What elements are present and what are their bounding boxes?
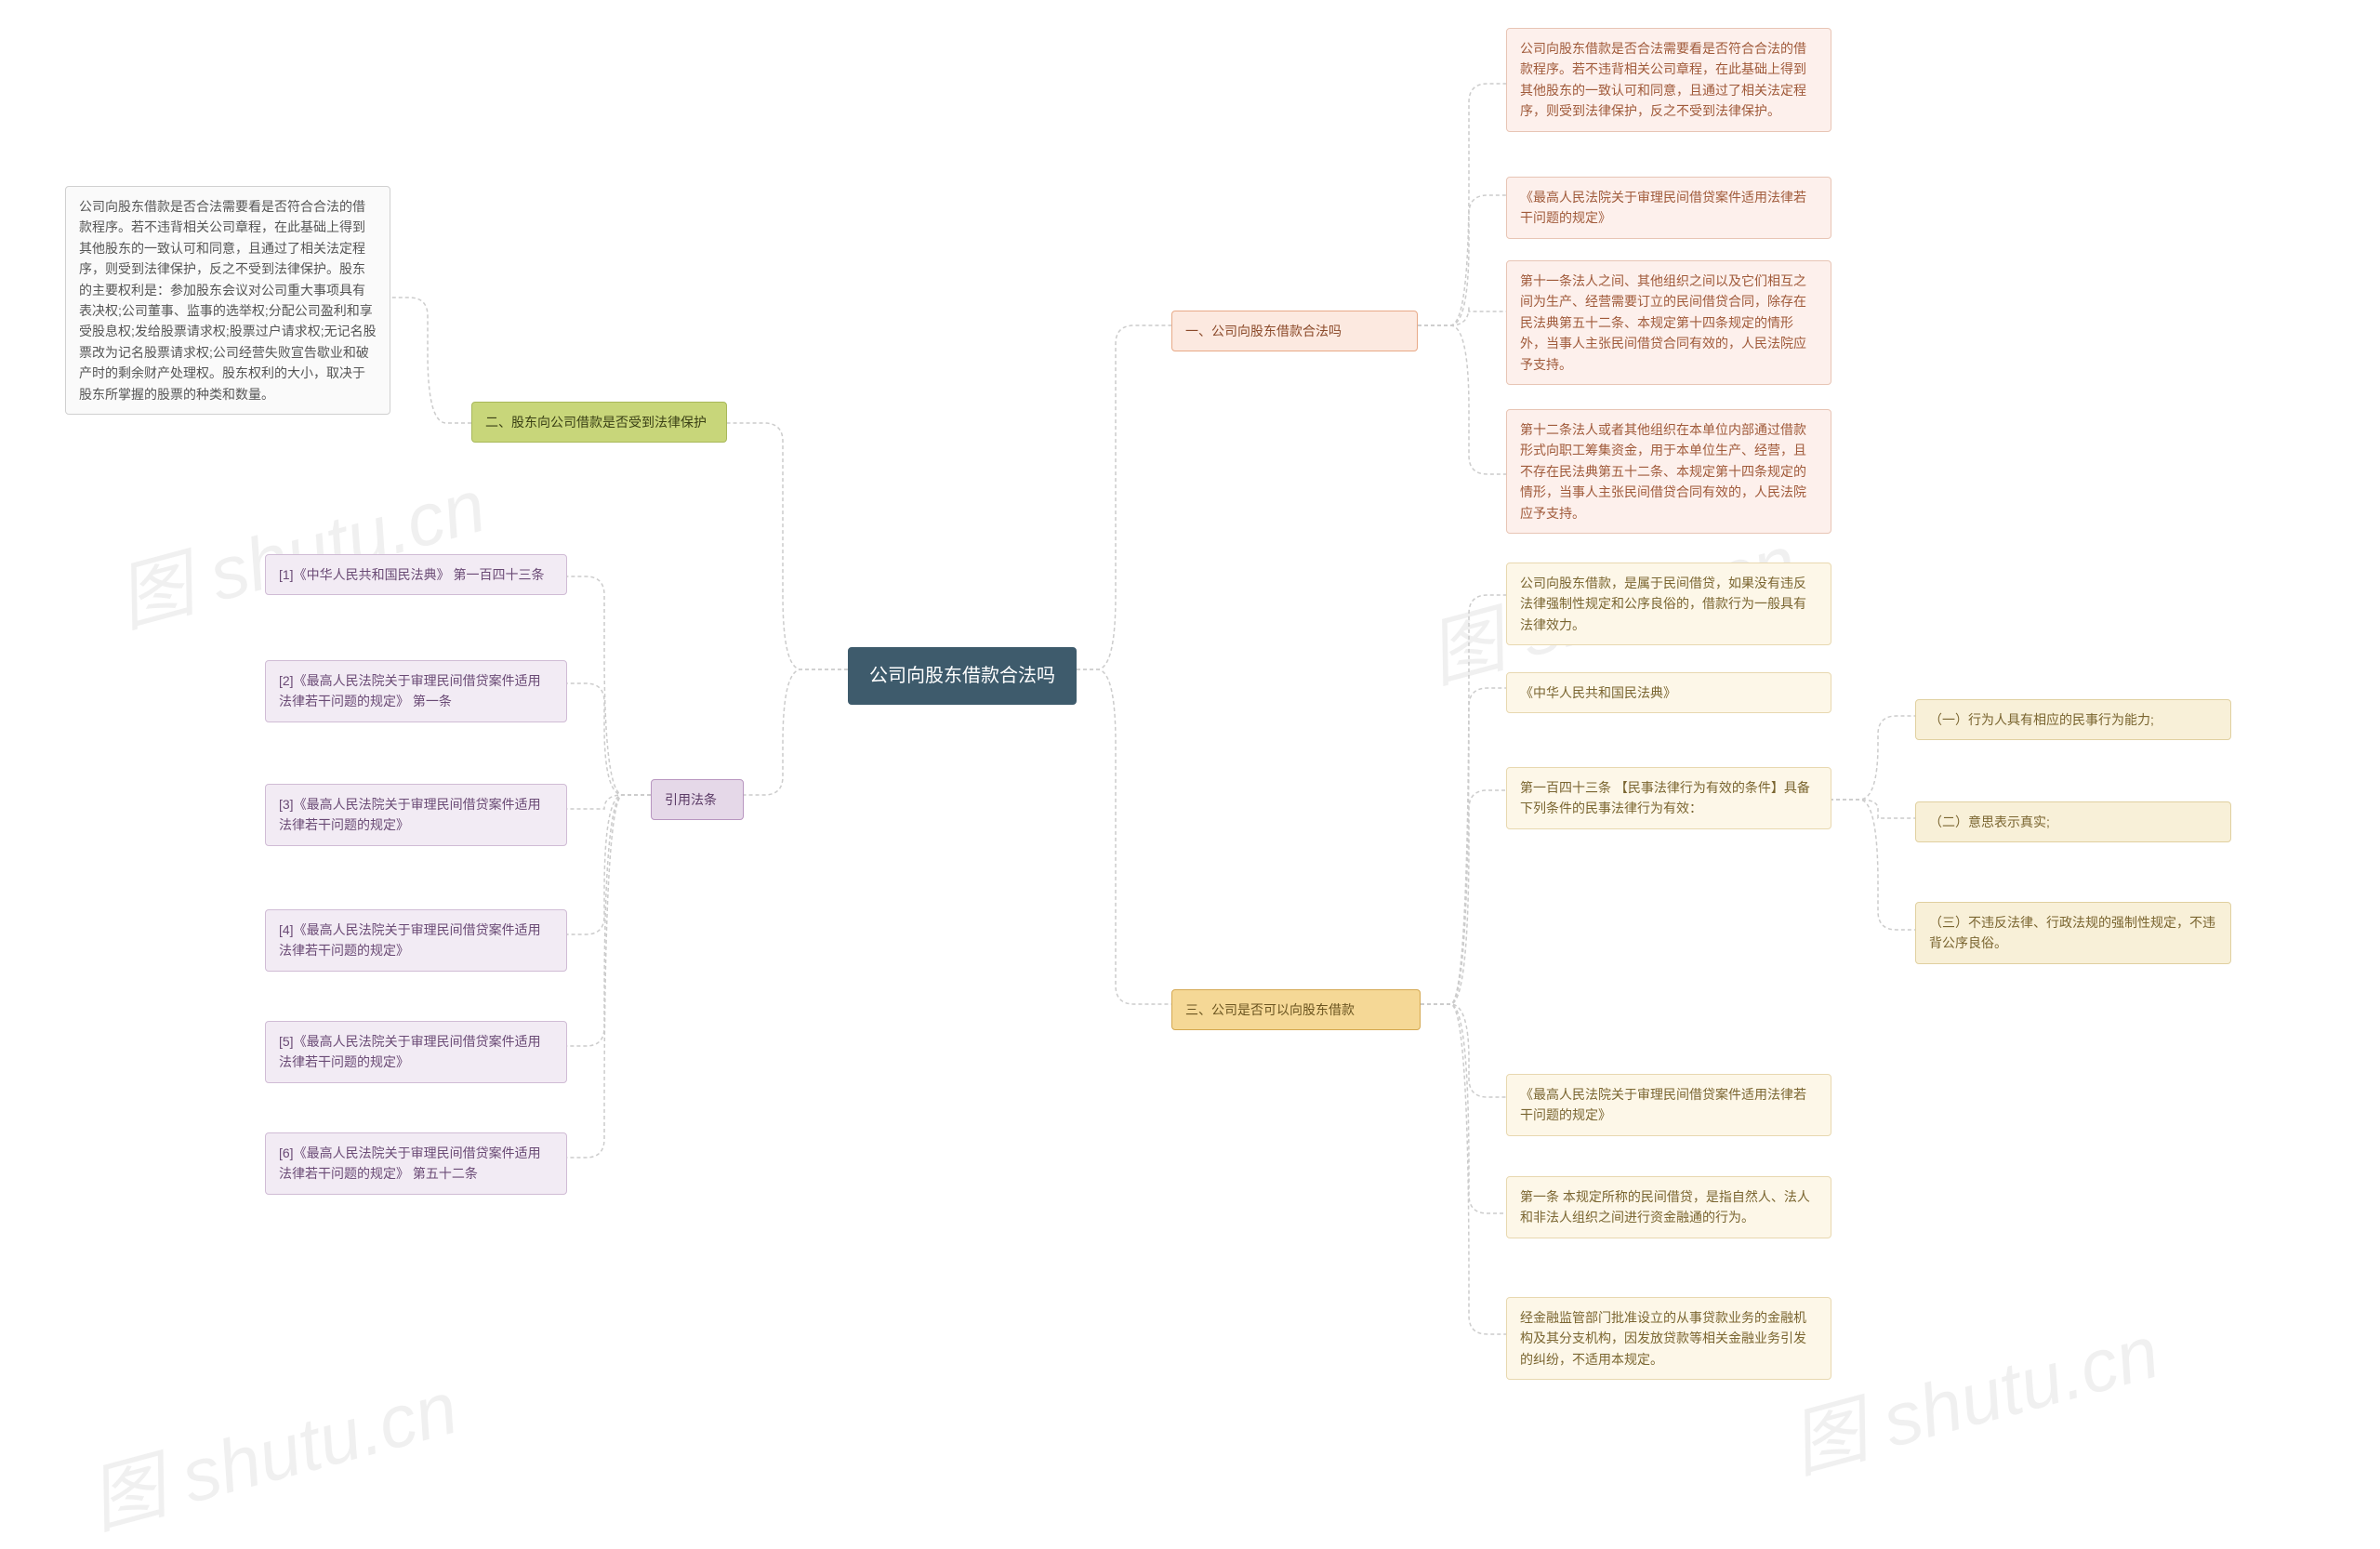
branch-3-sub: （二）意思表示真实; xyxy=(1915,801,2231,842)
branch-3-leaf: 《中华人民共和国民法典》 xyxy=(1506,672,1831,713)
branch-3-leaf: 第一百四十三条 【民事法律行为有效的条件】具备下列条件的民事法律行为有效： xyxy=(1506,767,1831,829)
branch-4-leaf: [5]《最高人民法院关于审理民间借贷案件适用法律若干问题的规定》 xyxy=(265,1021,567,1083)
branch-1[interactable]: 一、公司向股东借款合法吗 xyxy=(1171,311,1418,351)
root-node[interactable]: 公司向股东借款合法吗 xyxy=(848,647,1077,705)
branch-4-leaf: [2]《最高人民法院关于审理民间借贷案件适用法律若干问题的规定》 第一条 xyxy=(265,660,567,722)
branch-3-sub: （三）不违反法律、行政法规的强制性规定，不违背公序良俗。 xyxy=(1915,902,2231,964)
branch-3-leaf: 经金融监管部门批准设立的从事贷款业务的金融机构及其分支机构，因发放贷款等相关金融… xyxy=(1506,1297,1831,1380)
branch-4-leaf: [3]《最高人民法院关于审理民间借贷案件适用法律若干问题的规定》 xyxy=(265,784,567,846)
branch-1-leaf: 公司向股东借款是否合法需要看是否符合合法的借款程序。若不违背相关公司章程，在此基… xyxy=(1506,28,1831,132)
branch-2[interactable]: 二、股东向公司借款是否受到法律保护 xyxy=(471,402,727,443)
branch-3-leaf: 第一条 本规定所称的民间借贷，是指自然人、法人和非法人组织之间进行资金融通的行为… xyxy=(1506,1176,1831,1238)
branch-3-leaf: 公司向股东借款，是属于民间借贷，如果没有违反法律强制性规定和公序良俗的，借款行为… xyxy=(1506,563,1831,645)
branch-2-leaf: 公司向股东借款是否合法需要看是否符合合法的借款程序。若不违背相关公司章程，在此基… xyxy=(65,186,390,415)
branch-1-leaf: 第十一条法人之间、其他组织之间以及它们相互之间为生产、经营需要订立的民间借贷合同… xyxy=(1506,260,1831,385)
branch-3-sub: （一）行为人具有相应的民事行为能力; xyxy=(1915,699,2231,740)
branch-4-leaf: [6]《最高人民法院关于审理民间借贷案件适用法律若干问题的规定》 第五十二条 xyxy=(265,1132,567,1195)
branch-4[interactable]: 引用法条 xyxy=(651,779,744,820)
watermark: 图 shutu.cn xyxy=(1778,1292,2169,1494)
branch-1-leaf: 第十二条法人或者其他组织在本单位内部通过借款形式向职工筹集资金，用于本单位生产、… xyxy=(1506,409,1831,534)
branch-4-leaf: [4]《最高人民法院关于审理民间借贷案件适用法律若干问题的规定》 xyxy=(265,909,567,972)
branch-3[interactable]: 三、公司是否可以向股东借款 xyxy=(1171,989,1421,1030)
branch-1-leaf: 《最高人民法院关于审理民间借贷案件适用法律若干问题的规定》 xyxy=(1506,177,1831,239)
branch-3-leaf: 《最高人民法院关于审理民间借贷案件适用法律若干问题的规定》 xyxy=(1506,1074,1831,1136)
watermark: 图 shutu.cn xyxy=(104,446,496,648)
watermark: 图 shutu.cn xyxy=(76,1348,468,1549)
branch-4-leaf: [1]《中华人民共和国民法典》 第一百四十三条 xyxy=(265,554,567,595)
